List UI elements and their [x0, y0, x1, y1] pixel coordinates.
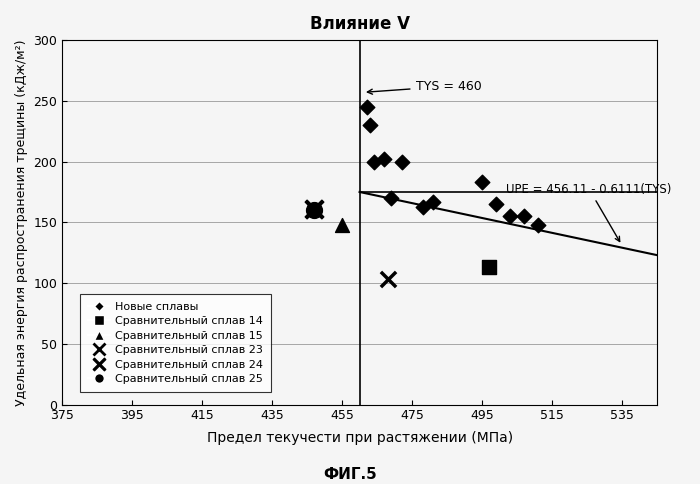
- Text: UPE = 456.11 - 0.6111(TYS): UPE = 456.11 - 0.6111(TYS): [507, 182, 672, 242]
- X-axis label: Предел текучести при растяжении (МПа): Предел текучести при растяжении (МПа): [206, 431, 512, 445]
- Новые сплавы: [518, 212, 529, 220]
- Y-axis label: Удельная энергия распространения трещины (кДж/м²): Удельная энергия распространения трещины…: [15, 39, 28, 406]
- Новые сплавы: [477, 179, 488, 186]
- Text: ФИГ.5: ФИГ.5: [323, 467, 377, 482]
- Новые сплавы: [368, 158, 379, 166]
- Новые сплавы: [396, 158, 407, 166]
- Новые сплавы: [417, 203, 428, 211]
- Новые сплавы: [428, 198, 439, 206]
- Сравнительный сплав 15: [337, 221, 348, 228]
- Сравнительный сплав 23: [382, 275, 393, 283]
- Title: Влияние V: Влияние V: [309, 15, 409, 33]
- Text: TYS = 460: TYS = 460: [368, 80, 482, 94]
- Новые сплавы: [365, 121, 376, 129]
- Legend: Новые сплавы, Сравнительный сплав 14, Сравнительный сплав 15, Сравнительный спла: Новые сплавы, Сравнительный сплав 14, Ср…: [80, 294, 271, 392]
- Новые сплавы: [361, 103, 372, 111]
- Сравнительный сплав 14: [484, 263, 495, 271]
- Новые сплавы: [505, 212, 516, 220]
- Новые сплавы: [491, 200, 502, 208]
- Новые сплавы: [386, 194, 397, 202]
- Новые сплавы: [532, 221, 543, 228]
- Новые сплавы: [379, 155, 390, 163]
- Сравнительный сплав 24: [309, 205, 320, 213]
- Сравнительный сплав 25: [309, 206, 320, 214]
